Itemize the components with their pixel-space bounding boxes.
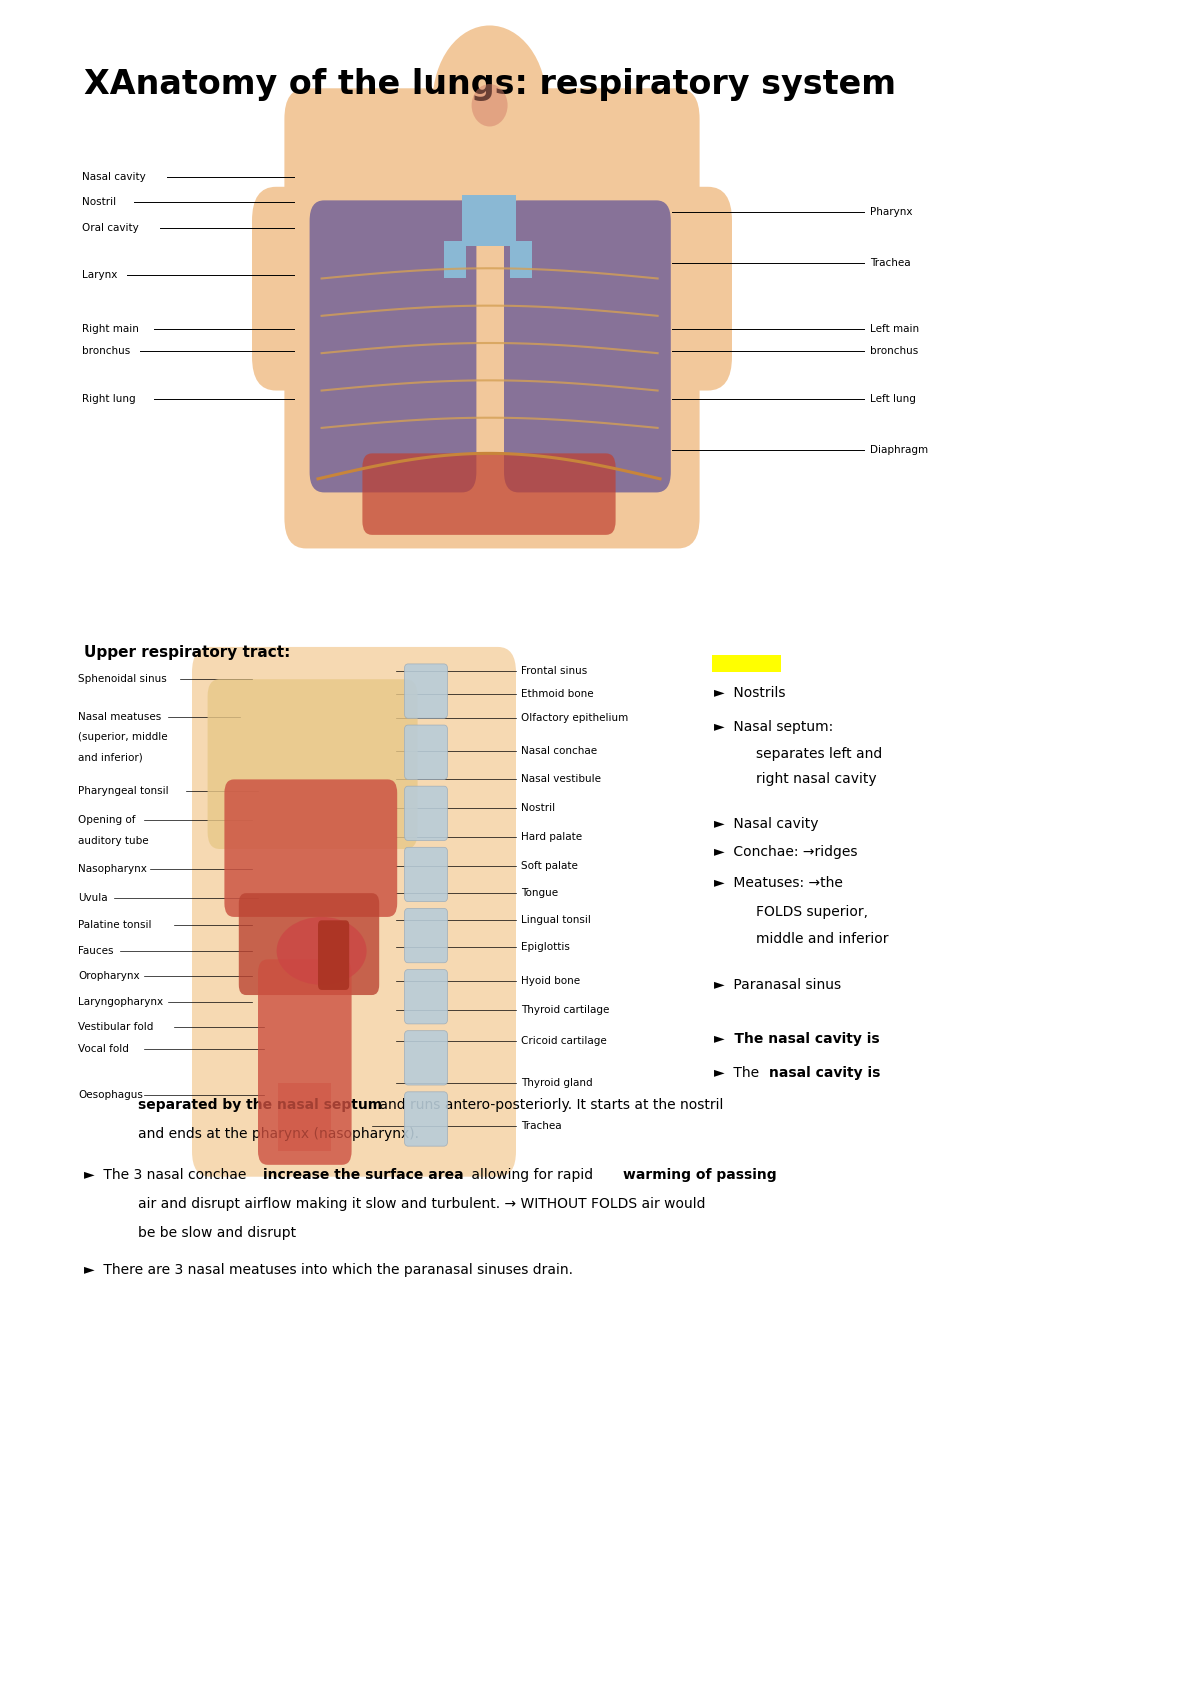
Text: Nostril: Nostril [521,803,554,813]
FancyBboxPatch shape [404,1092,448,1146]
Text: and inferior): and inferior) [78,752,143,762]
Text: Epiglottis: Epiglottis [521,942,570,953]
Text: increase the surface area: increase the surface area [264,1168,464,1182]
FancyBboxPatch shape [404,786,448,841]
Text: ►  Nasal septum:: ► Nasal septum: [714,720,833,734]
Bar [712,655,781,672]
Text: Oral cavity: Oral cavity [82,222,138,233]
Text: Oesophagus: Oesophagus [78,1090,143,1100]
Text: Upper respiratory tract:: Upper respiratory tract: [84,645,290,661]
FancyBboxPatch shape [239,893,379,995]
Text: Opening of: Opening of [78,815,136,825]
Text: XAnatomy of the lungs: respiratory system: XAnatomy of the lungs: respiratory syste… [84,68,896,100]
Text: ►  Nostrils: ► Nostrils [714,686,786,700]
Text: Larynx: Larynx [82,270,116,280]
Text: Ethmoid bone: Ethmoid bone [521,689,594,700]
Text: air and disrupt airflow making it slow and turbulent. → WITHOUT FOLDS air would: air and disrupt airflow making it slow a… [138,1197,706,1211]
Text: Sphenoidal sinus: Sphenoidal sinus [78,674,167,684]
Text: and ends at the pharynx (nasopharynx).: and ends at the pharynx (nasopharynx). [138,1127,419,1141]
Text: Cricoid cartilage: Cricoid cartilage [521,1036,606,1046]
FancyBboxPatch shape [252,187,732,391]
Text: FOLDS superior,: FOLDS superior, [756,905,868,919]
Text: Right lung: Right lung [82,394,136,404]
Text: Pharynx: Pharynx [870,207,912,217]
Text: Nasopharynx: Nasopharynx [78,864,146,874]
Text: Frontal sinus: Frontal sinus [521,666,587,676]
Text: Oropharynx: Oropharynx [78,971,139,981]
Text: Uvula: Uvula [78,893,108,903]
Text: right nasal cavity: right nasal cavity [756,773,877,786]
FancyBboxPatch shape [404,725,448,779]
Text: ►  Paranasal sinus: ► Paranasal sinus [714,978,841,992]
Text: warming of passing: warming of passing [624,1168,778,1182]
Bar [444,241,466,278]
FancyBboxPatch shape [258,959,352,1165]
Text: Thyroid gland: Thyroid gland [521,1078,593,1088]
Text: bronchus: bronchus [82,346,130,357]
Text: Tongue: Tongue [521,888,558,898]
Text: Nasal conchae: Nasal conchae [521,745,596,756]
Text: auditory tube: auditory tube [78,835,149,846]
Text: Trachea: Trachea [870,258,911,268]
Text: nasal cavity is: nasal cavity is [768,1066,880,1080]
Text: Lingual tonsil: Lingual tonsil [521,915,590,925]
Text: ►  The: ► The [714,1066,763,1080]
FancyBboxPatch shape [404,970,448,1024]
Bar [278,1083,331,1151]
FancyBboxPatch shape [284,88,700,548]
Text: Hard palate: Hard palate [521,832,582,842]
Bar [510,241,532,278]
Ellipse shape [472,85,508,127]
FancyBboxPatch shape [404,847,448,902]
Text: separates left and: separates left and [756,747,882,761]
Text: separated by the nasal septum: separated by the nasal septum [138,1099,382,1112]
Text: Nasal vestibule: Nasal vestibule [521,774,601,784]
Text: Pharyngeal tonsil: Pharyngeal tonsil [78,786,169,796]
Text: Nasal meatuses: Nasal meatuses [78,711,161,722]
Text: bronchus: bronchus [870,346,918,357]
Text: be be slow and disrupt: be be slow and disrupt [138,1226,296,1240]
Text: Fauces: Fauces [78,946,114,956]
Text: Olfactory epithelium: Olfactory epithelium [521,713,628,723]
FancyBboxPatch shape [404,664,448,718]
Text: Left main: Left main [870,324,919,335]
Text: Laryngopharynx: Laryngopharynx [78,997,163,1007]
Text: Nasal cavity: Nasal cavity [82,171,145,182]
Text: (superior, middle: (superior, middle [78,732,168,742]
Text: Hyoid bone: Hyoid bone [521,976,580,987]
Text: Soft palate: Soft palate [521,861,577,871]
Text: Diaphragm: Diaphragm [870,445,928,455]
Text: ►  The nasal cavity is: ► The nasal cavity is [714,1032,880,1046]
Text: Vestibular fold: Vestibular fold [78,1022,154,1032]
Text: Trachea: Trachea [521,1121,562,1131]
Text: Nostril: Nostril [82,197,115,207]
Ellipse shape [277,917,367,985]
Text: Left lung: Left lung [870,394,916,404]
FancyBboxPatch shape [208,679,418,849]
Text: allowing for rapid: allowing for rapid [468,1168,598,1182]
FancyBboxPatch shape [404,1031,448,1085]
FancyBboxPatch shape [504,200,671,492]
Text: Vocal fold: Vocal fold [78,1044,128,1054]
Text: Right main: Right main [82,324,138,335]
Text: and runs antero-posteriorly. It starts at the nostril: and runs antero-posteriorly. It starts a… [374,1099,724,1112]
FancyBboxPatch shape [310,200,476,492]
FancyBboxPatch shape [404,908,448,963]
FancyBboxPatch shape [224,779,397,917]
Ellipse shape [432,25,546,178]
Text: ►  Conchae: →ridges: ► Conchae: →ridges [714,846,858,859]
FancyBboxPatch shape [318,920,349,990]
Bar [462,195,516,246]
Text: ►  There are 3 nasal meatuses into which the paranasal sinuses drain.: ► There are 3 nasal meatuses into which … [84,1263,574,1277]
Text: ►  The 3 nasal conchae: ► The 3 nasal conchae [84,1168,251,1182]
Text: ►  Meatuses: →the: ► Meatuses: →the [714,876,842,890]
FancyBboxPatch shape [362,453,616,535]
Bar [444,102,534,204]
Text: ►  Nasal cavity: ► Nasal cavity [714,817,818,830]
Text: Palatine tonsil: Palatine tonsil [78,920,151,931]
FancyBboxPatch shape [192,647,516,1177]
Text: middle and inferior: middle and inferior [756,932,888,946]
Text: Thyroid cartilage: Thyroid cartilage [521,1005,610,1015]
